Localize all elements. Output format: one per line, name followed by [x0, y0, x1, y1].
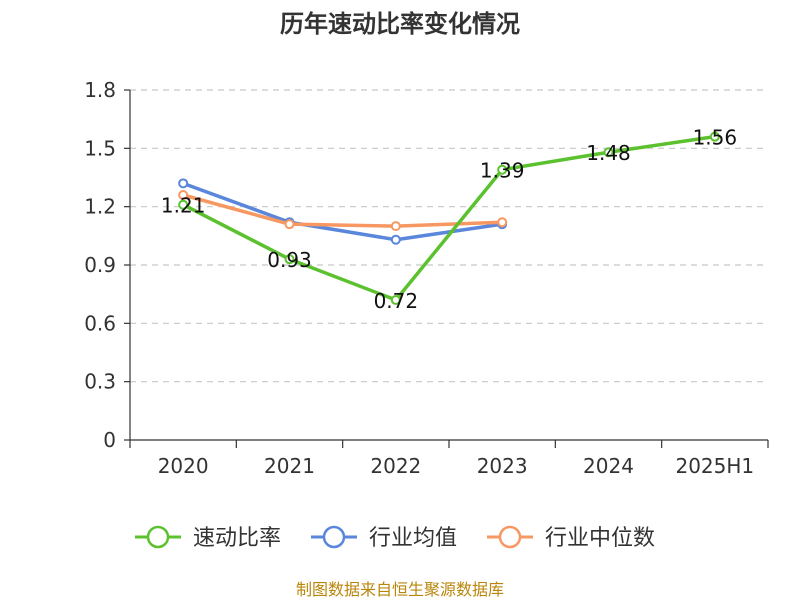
- series-line-速动比率: [182, 134, 716, 302]
- x-tick-label-2023: 2023: [477, 454, 528, 478]
- point-行业中位数-2020: [178, 190, 189, 200]
- point-行业中位数-2023: [497, 217, 508, 228]
- data-label-2024: 1.48: [586, 141, 631, 165]
- series-layer: [178, 131, 720, 305]
- legend-marker: [322, 525, 346, 549]
- legend-marker: [498, 525, 522, 549]
- point-速动比率-2020: [178, 199, 189, 210]
- y-tick-label-0.9: 0.9: [84, 253, 116, 277]
- point-行业中位数-2021: [284, 219, 295, 230]
- y-tick-label-1.2: 1.2: [84, 195, 116, 219]
- y-tick-label-1.5: 1.5: [84, 136, 116, 160]
- legend-marker: [146, 525, 170, 549]
- point-行业中位数-2022: [390, 221, 401, 232]
- data-label-2021: 0.93: [267, 248, 312, 272]
- series-line-行业中位数: [182, 193, 503, 228]
- y-tick-label-1.8: 1.8: [84, 78, 116, 102]
- legend-item-行业均值: 行业均值: [311, 525, 457, 551]
- series-行业中位数: [178, 190, 508, 232]
- series-行业均值: [178, 178, 508, 245]
- axes: 0 0.3 0.6 0.9 1.2 1.5 1.8 2020 2021 2022 2023 2024 2…: [84, 78, 769, 478]
- legend-item-行业中位数: 行业中位数: [487, 525, 655, 551]
- series-速动比率: [178, 131, 720, 305]
- y-tick-label-0: 0: [103, 428, 116, 452]
- legend-label: 行业均值: [369, 526, 457, 551]
- y-tick-label-0.3: 0.3: [84, 370, 116, 394]
- data-label-2020: 1.21: [161, 194, 206, 218]
- legend-label: 速动比率: [193, 526, 281, 551]
- point-速动比率-2024: [603, 147, 614, 158]
- y-tick-label-0.6: 0.6: [84, 311, 116, 335]
- data-label-2023: 1.39: [480, 159, 525, 183]
- x-tick-label-2025H1: 2025H1: [675, 454, 754, 478]
- point-速动比率-2021: [284, 254, 295, 265]
- point-行业均值-2022: [390, 234, 401, 245]
- legend-label: 行业中位数: [545, 526, 655, 551]
- point-行业均值-2020: [178, 178, 189, 189]
- point-速动比率-2022: [390, 295, 401, 305]
- data-labels: 1.21 0.93 0.72 1.39 1.48 1.56: [161, 126, 737, 313]
- x-tick-label-2021: 2021: [264, 454, 315, 478]
- data-label-2025H1: 1.56: [693, 126, 738, 150]
- legend-item-速动比率: 速动比率: [135, 525, 281, 551]
- point-速动比率-2025H1: [709, 131, 720, 142]
- legend: 速动比率 行业均值 行业中位数: [135, 525, 655, 551]
- x-tick-label-2024: 2024: [583, 454, 634, 478]
- point-速动比率-2023: [497, 164, 508, 175]
- grid: [130, 89, 768, 383]
- series-line-行业均值: [182, 181, 503, 242]
- x-tick-label-2020: 2020: [158, 454, 209, 478]
- chart-title: 历年速动比率变化情况: [280, 10, 520, 38]
- data-label-2022: 0.72: [374, 289, 419, 313]
- x-tick-label-2022: 2022: [370, 454, 421, 478]
- source-note: 制图数据来自恒生聚源数据库: [296, 580, 504, 599]
